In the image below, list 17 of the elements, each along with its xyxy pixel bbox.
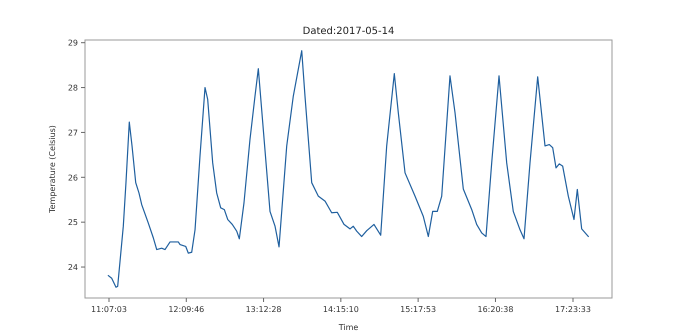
y-tick-label: 27 [68, 128, 78, 138]
y-tick-label: 26 [68, 173, 78, 182]
x-axis-title: Time [338, 323, 358, 332]
y-tick-label: 24 [68, 263, 78, 272]
x-tick-label: 16:20:38 [477, 305, 514, 314]
x-tick-label: 15:17:53 [400, 305, 436, 314]
x-tick-label: 14:15:10 [322, 305, 359, 314]
x-tick-label: 11:07:03 [91, 305, 127, 314]
x-tick-label: 13:12:28 [246, 305, 282, 314]
y-axis-title: Temperature (Celsius) [48, 125, 57, 214]
y-tick-label: 28 [68, 84, 78, 93]
chart-title: Dated:2017-05-14 [302, 26, 394, 37]
y-tick-label: 25 [68, 218, 78, 228]
x-tick-label: 12:09:46 [168, 305, 204, 314]
x-tick-label: 17:23:33 [555, 305, 591, 314]
y-tick-label: 29 [68, 38, 78, 48]
line-series [108, 50, 589, 288]
